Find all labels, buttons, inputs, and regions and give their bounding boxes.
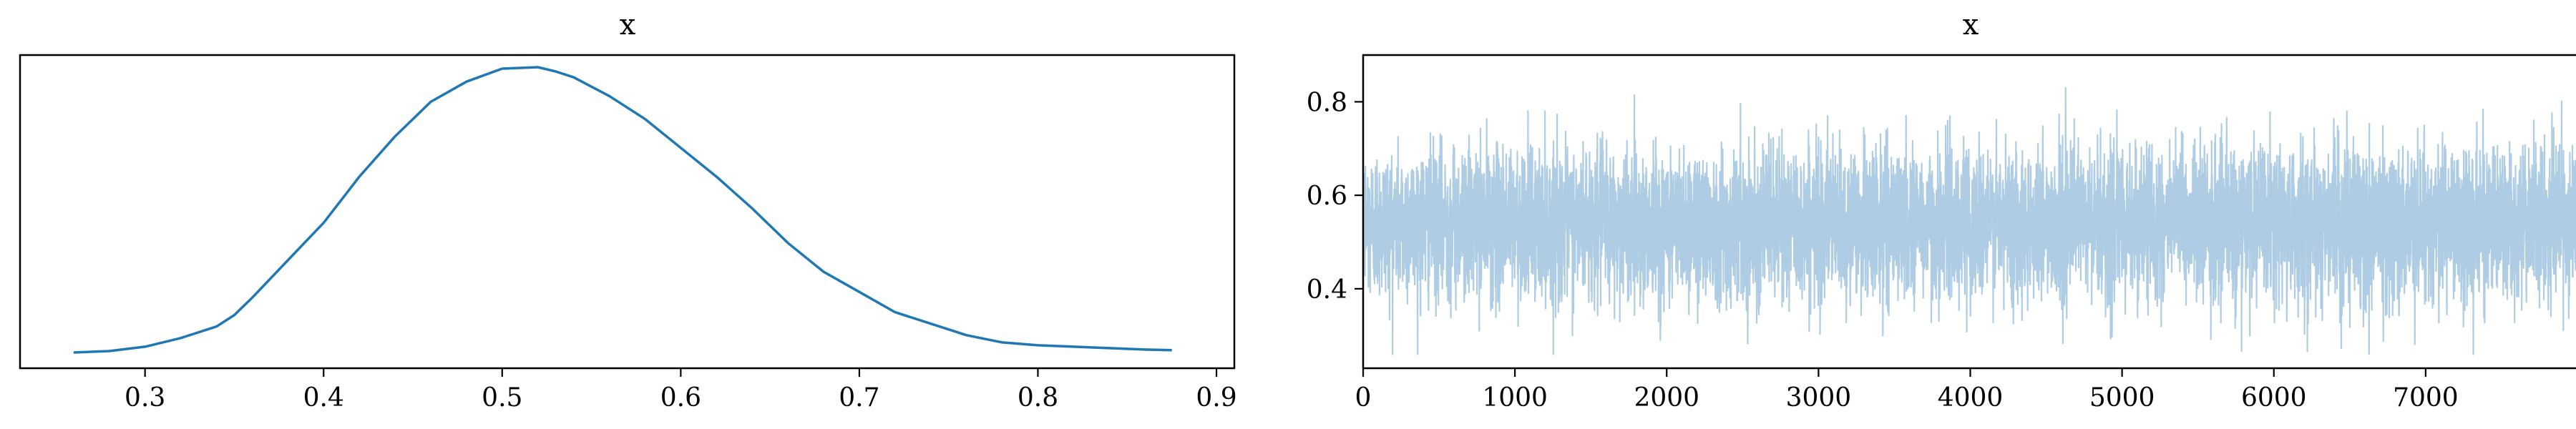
- kde-x-tick-label: 0.7: [839, 383, 879, 413]
- trace-plot-frame: [1362, 54, 2576, 370]
- kde-density-line: [73, 66, 1172, 354]
- kde-x-tick-label: 0.3: [125, 383, 165, 413]
- kde-plot-frame: [19, 54, 1236, 370]
- kde-x-tick-label: 0.6: [660, 383, 701, 413]
- kde-x-tick-label: 0.5: [482, 383, 522, 413]
- trace-samples-line: [1362, 87, 2576, 355]
- kde-x-tick-label: 0.8: [1018, 383, 1058, 413]
- trace-y-tick-label: 0.4: [1307, 275, 1347, 305]
- trace-x-tick-label: 4000: [1938, 383, 2004, 413]
- trace-x-tick-label: 6000: [2241, 383, 2307, 413]
- kde-x-tick-label: 0.4: [303, 383, 344, 413]
- trace-x-tick-label: 7000: [2393, 383, 2459, 413]
- trace-x-tick-label: 3000: [1786, 383, 1852, 413]
- trace-axes: 0 1000 2000 3000 4000 5000 6000 7000 0.4 0.6 0.8: [1307, 88, 2459, 413]
- trace-title: x: [1963, 9, 1979, 41]
- trace-x-tick-label: 2000: [1634, 383, 1699, 413]
- trace-x-tick-label: 0: [1355, 383, 1372, 413]
- kde-x-tick-label: 0.9: [1196, 383, 1236, 413]
- trace-y-tick-label: 0.8: [1307, 88, 1347, 117]
- kde-title: x: [620, 9, 636, 41]
- kde-x-axis: 0.3 0.4 0.5 0.6 0.7 0.8 0.9: [125, 368, 1237, 413]
- trace-x-tick-label: 5000: [2089, 383, 2155, 413]
- trace-y-tick-label: 0.6: [1307, 182, 1347, 211]
- kde-panel: x 0.3 0.4 0.5 0.6 0.7 0.8 0.9: [19, 9, 1237, 413]
- trace-x-tick-label: 1000: [1482, 383, 1548, 413]
- trace-panel: x 0 1000 2000 3000 4000 5000 6000 7000 0.4 0.6 0.8: [1307, 9, 2576, 413]
